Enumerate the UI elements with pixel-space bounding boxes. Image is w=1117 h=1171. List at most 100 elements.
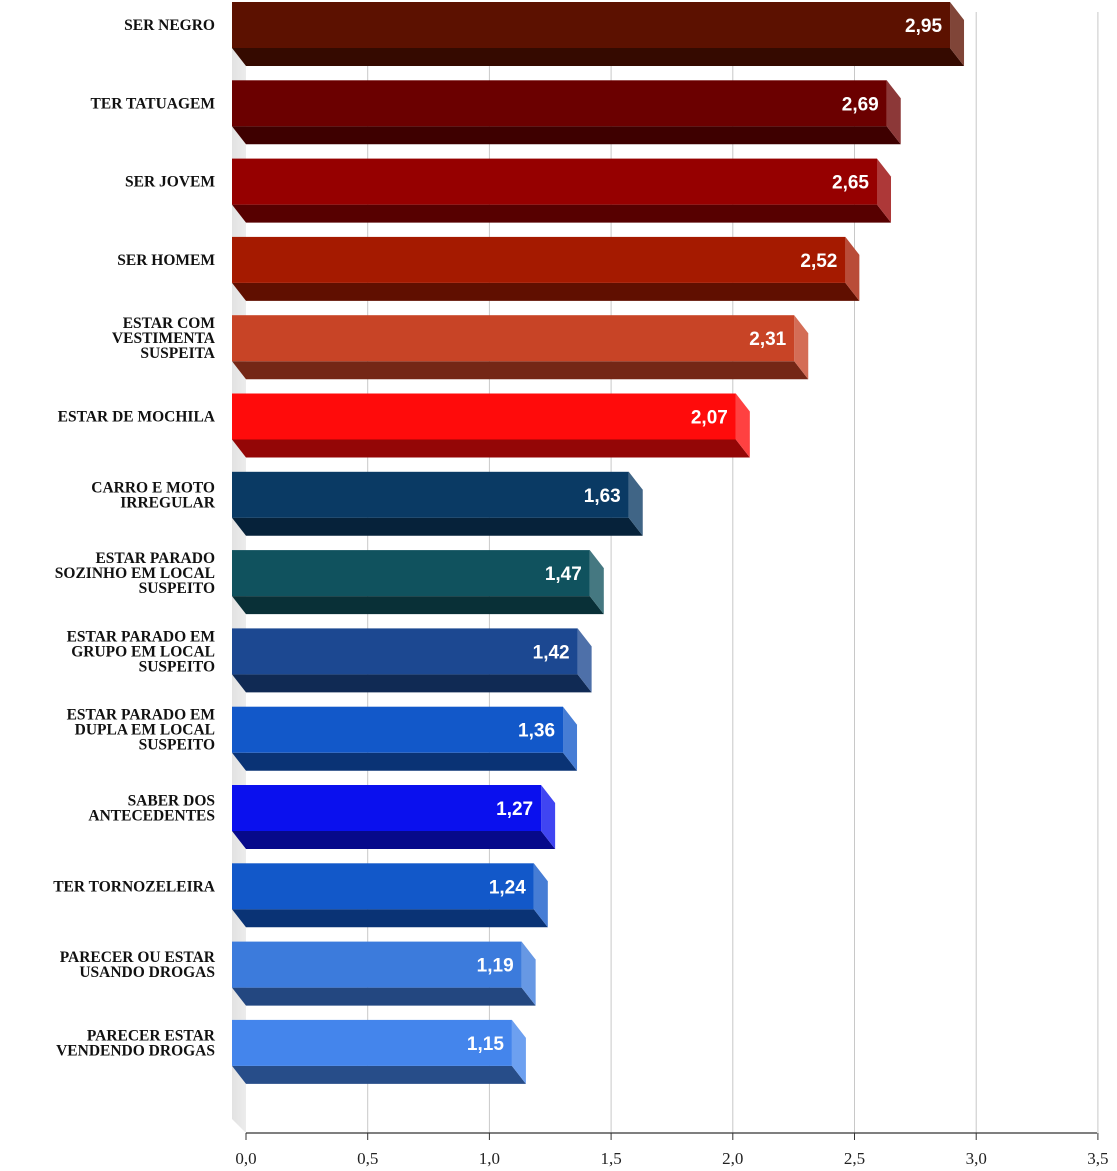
bar-front-face [232, 706, 564, 753]
category-label: TER TORNOZELEIRA [53, 878, 216, 895]
category-label: SER JOVEM [125, 174, 215, 191]
category-label-line: ANTECEDENTES [88, 808, 215, 825]
category-label-line: ESTAR COM [123, 315, 216, 332]
category-label: SABER DOS ANTECEDENTES [88, 793, 215, 825]
category-label: ESTAR DE MOCHILA [58, 409, 216, 426]
category-label-line: SOZINHO EM LOCAL [55, 565, 215, 582]
category-label-line: CARRO E MOTO [91, 479, 215, 496]
category-label-line: USANDO DROGAS [79, 964, 215, 981]
bar: 1,24 [232, 863, 548, 928]
category-label: CARRO E MOTO IRREGULAR [91, 479, 216, 511]
bar-bottom-face [232, 596, 604, 615]
x-tick-label: 0,0 [235, 1149, 256, 1168]
category-label-line: VENDENDO DROGAS [56, 1042, 215, 1059]
bar-front-face [232, 2, 951, 48]
bar: 2,31 [232, 315, 809, 380]
bar: 2,69 [232, 80, 901, 145]
bar: 1,19 [232, 941, 536, 1006]
bar-end-cap [521, 941, 536, 1006]
bar-value-label: 1,42 [533, 642, 570, 663]
bar-bottom-face [232, 752, 578, 771]
category-label-line: SABER DOS [128, 793, 215, 810]
bar-end-cap [845, 236, 860, 301]
bar-front-face [232, 550, 590, 597]
x-tick-label: 0,5 [357, 1149, 378, 1168]
category-label-line: GRUPO EM LOCAL [71, 643, 215, 660]
bar-front-face [232, 236, 846, 283]
bar-end-cap [735, 393, 750, 458]
bar-end-cap [886, 80, 901, 145]
bar-value-label: 1,63 [584, 486, 621, 507]
category-label-line: SUSPEITO [139, 658, 215, 675]
bar-bottom-face [232, 674, 592, 693]
bar-front-face [232, 393, 736, 440]
bar-front-face [232, 158, 878, 205]
bar-value-label: 1,36 [518, 721, 555, 742]
bars: 2,95 2,69 2,65 2,52 2,31 2,07 1,63 1,47 1,42 1,36… [232, 2, 965, 1084]
bar-end-cap [794, 315, 809, 380]
bar-front-face [232, 315, 795, 362]
category-label-line: ESTAR PARADO EM [67, 707, 216, 724]
category-label-line: VESTIMENTA [112, 330, 216, 347]
bar-front-face [232, 785, 542, 831]
category-label-line: SUSPEITA [140, 345, 215, 362]
category-label-line: SER JOVEM [125, 174, 215, 191]
bar-value-label: 1,47 [545, 564, 582, 585]
category-label-line: ESTAR DE MOCHILA [58, 409, 216, 426]
bar-front-face [232, 628, 578, 675]
x-tick-label: 1,5 [600, 1149, 621, 1168]
bar-front-face [232, 1019, 512, 1066]
category-label-line: PARECER ESTAR [87, 1027, 216, 1044]
bar-value-label: 1,19 [477, 956, 514, 977]
bar-bottom-face [232, 282, 860, 301]
bar-value-label: 2,95 [905, 16, 942, 37]
x-tick-label: 1,0 [479, 1149, 500, 1168]
bar: 2,65 [232, 158, 892, 223]
bar-bottom-face [232, 831, 556, 849]
bar: 2,07 [232, 393, 750, 458]
bar-value-label: 2,69 [842, 94, 879, 115]
bar-front-face [232, 80, 887, 127]
bar-bottom-face [232, 439, 750, 458]
category-label-line: TER TATUAGEM [91, 95, 216, 112]
bar: 1,63 [232, 471, 643, 536]
x-tick-labels: 0,0 0,5 1,0 1,5 2,0 2,5 3,0 3,5 [235, 1149, 1108, 1168]
x-tick-label: 3,0 [966, 1149, 987, 1168]
bar-bottom-face [232, 517, 643, 536]
bar-bottom-face [232, 126, 901, 145]
bar: 2,95 [232, 2, 965, 66]
bar-bottom-face [232, 1065, 526, 1084]
bar-value-label: 1,27 [496, 799, 533, 820]
category-label: TER TATUAGEM [91, 95, 216, 112]
category-label-line: DUPLA EM LOCAL [75, 722, 215, 739]
bar: 1,42 [232, 628, 592, 693]
bar-end-cap [563, 706, 578, 771]
category-label: SER HOMEM [117, 252, 215, 269]
category-label: ESTAR PARADO EM GRUPO EM LOCAL SUSPEITO [67, 628, 216, 675]
x-tick-label: 2,5 [844, 1149, 865, 1168]
bar-bottom-face [232, 909, 548, 928]
category-label: SER NEGRO [124, 17, 215, 34]
bar-bottom-face [232, 204, 892, 223]
bar-front-face [232, 471, 629, 518]
category-label-line: SUSPEITO [139, 580, 215, 597]
category-label-line: ESTAR PARADO EM [67, 628, 216, 645]
category-label-line: SER NEGRO [124, 17, 215, 34]
bar-end-cap [877, 158, 892, 223]
bar: 1,47 [232, 550, 604, 615]
bar-end-cap [950, 2, 965, 66]
bar: 1,27 [232, 785, 556, 849]
category-label-line: ESTAR PARADO [95, 550, 215, 567]
bar-value-label: 1,24 [489, 877, 526, 898]
bar: 1,36 [232, 706, 578, 771]
bar-end-cap [511, 1019, 526, 1084]
category-label: ESTAR COM VESTIMENTA SUSPEITA [112, 315, 216, 362]
bar-bottom-face [232, 987, 536, 1006]
category-label: ESTAR PARADO SOZINHO EM LOCAL SUSPEITO [55, 550, 215, 597]
bar-value-label: 2,65 [832, 173, 869, 194]
bar-value-label: 1,15 [467, 1034, 504, 1055]
category-label-line: TER TORNOZELEIRA [53, 878, 216, 895]
bar-value-label: 2,52 [800, 251, 837, 272]
category-label-line: PARECER OU ESTAR [60, 949, 216, 966]
